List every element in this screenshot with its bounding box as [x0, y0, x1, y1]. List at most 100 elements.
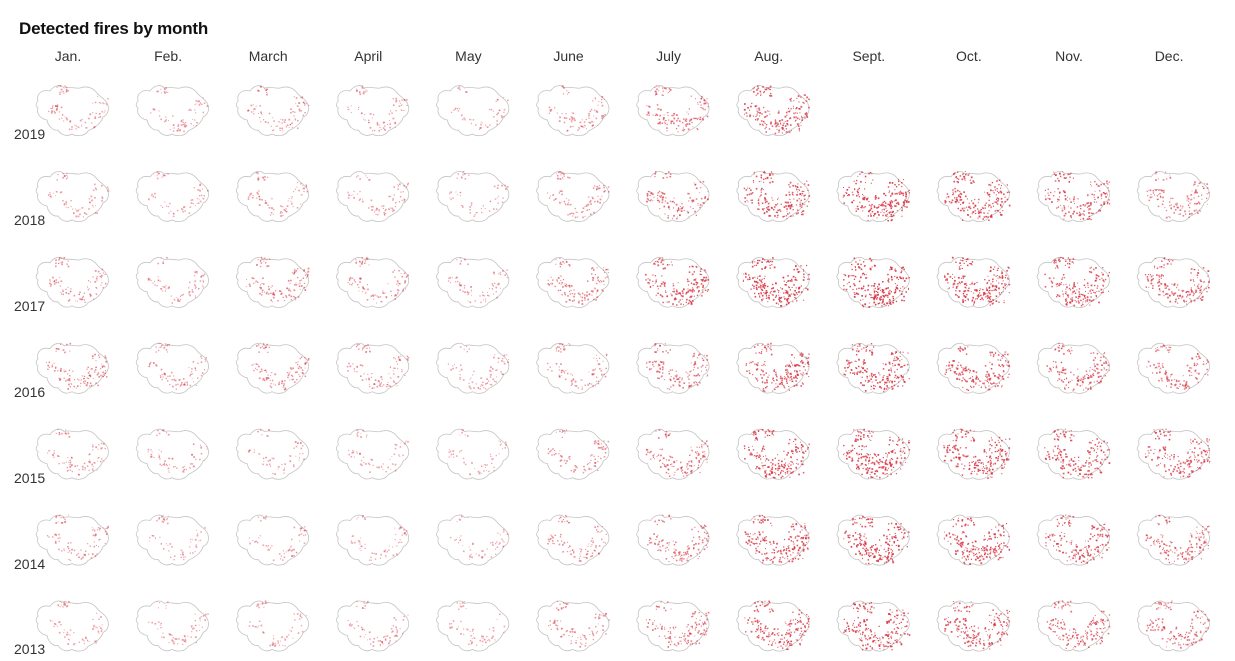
- fire-map-cell: [936, 514, 1010, 566]
- fire-dots: [645, 601, 710, 648]
- fire-dots: [944, 170, 1011, 221]
- fire-map-cell: [1136, 171, 1210, 222]
- fire-map-cell: [436, 428, 510, 480]
- fire-dots: [744, 600, 810, 651]
- month-label: June: [553, 48, 584, 64]
- fire-dots: [1146, 171, 1210, 219]
- region-outline: [436, 85, 510, 137]
- region-outline: [1136, 514, 1210, 566]
- fire-map-cell: [936, 342, 1011, 394]
- fire-map-cell: [235, 342, 310, 394]
- fire-dots: [944, 256, 1011, 306]
- fire-map-cell: [336, 600, 410, 652]
- fire-dots: [745, 342, 810, 392]
- fire-dots: [843, 257, 910, 308]
- year-label: 2016: [14, 383, 46, 400]
- region-outline: [135, 85, 209, 137]
- fire-dots: [450, 86, 509, 130]
- fire-dots: [449, 171, 509, 218]
- region-outline: [1036, 342, 1110, 394]
- fire-map-cell: [35, 600, 109, 652]
- fire-map-cell: [636, 342, 710, 394]
- fire-dots: [944, 601, 1011, 650]
- fire-map-cell: [135, 256, 209, 308]
- region-outline: [936, 257, 1010, 308]
- region-outline: [135, 428, 209, 480]
- fire-map-cell: [636, 600, 710, 652]
- fire-map-cell: [736, 170, 811, 222]
- fire-map-cell: [836, 342, 910, 394]
- region-outline: [736, 514, 810, 566]
- fire-map-cell: [35, 85, 109, 137]
- fire-dots: [245, 256, 310, 303]
- fire-dots: [547, 514, 607, 562]
- fire-map-cell: [235, 256, 310, 308]
- region-outline: [836, 342, 910, 394]
- region-outline: [135, 600, 209, 652]
- region-outline: [536, 257, 610, 308]
- region-outline: [436, 514, 510, 566]
- region-outline: [35, 428, 109, 480]
- fire-dots: [148, 171, 209, 218]
- fire-map-cell: [1136, 342, 1210, 394]
- year-label: 2018: [14, 211, 46, 228]
- region-outline: [35, 85, 109, 137]
- fire-map-cell: [736, 428, 810, 480]
- region-outline: [1036, 428, 1110, 480]
- fire-dots: [247, 429, 305, 476]
- fire-map-cell: [936, 256, 1011, 308]
- fire-dots: [45, 342, 108, 390]
- region-outline: [936, 514, 1010, 566]
- fire-dots: [47, 428, 106, 476]
- fire-map-cell: [35, 342, 109, 394]
- region-outline: [1036, 257, 1110, 308]
- region-outline: [536, 85, 610, 137]
- fire-dots: [842, 171, 910, 222]
- region-outline: [536, 342, 610, 394]
- year-label: 2017: [14, 297, 46, 314]
- fire-dots: [147, 256, 206, 304]
- fire-map-cell: [1036, 256, 1110, 308]
- fire-map-cell: [1136, 257, 1210, 308]
- region-outline: [436, 257, 510, 308]
- fire-map-cell: [1036, 342, 1110, 394]
- fire-map-cell: [536, 428, 610, 480]
- fire-map-cell: [135, 171, 209, 222]
- fire-dots: [148, 601, 209, 646]
- fire-dots: [548, 85, 606, 132]
- chart-title: Detected fires by month: [19, 19, 209, 38]
- month-label: Nov.: [1055, 48, 1083, 64]
- fire-map-cell: [235, 428, 309, 480]
- region-outline: [336, 428, 410, 480]
- fire-dots: [743, 170, 811, 220]
- fire-dots: [744, 514, 810, 564]
- month-label: Feb.: [154, 48, 183, 64]
- fire-map-cell: [336, 171, 410, 222]
- fire-map-cell: [235, 85, 310, 137]
- fire-map-cell: [135, 85, 209, 137]
- fire-map-cell: [436, 342, 510, 394]
- fire-map-cell: [1136, 600, 1210, 652]
- fire-dots: [347, 175, 410, 216]
- fire-dots: [547, 429, 610, 474]
- month-label: Oct.: [956, 48, 982, 64]
- fire-map-cell: [736, 257, 810, 308]
- fire-dots: [1146, 600, 1210, 649]
- fire-dots: [943, 428, 1011, 479]
- fire-dots: [547, 343, 608, 390]
- fire-dots: [646, 85, 709, 133]
- month-label: April: [354, 48, 383, 64]
- month-label: Jan.: [54, 48, 82, 64]
- region-outline: [436, 428, 510, 480]
- region-outline: [536, 600, 610, 652]
- fire-dots: [645, 171, 709, 220]
- fire-dots: [347, 256, 409, 304]
- fire-map-cell: [1036, 171, 1111, 222]
- fire-dots: [743, 428, 810, 479]
- fire-map-cell: [436, 257, 510, 308]
- region-outline: [1136, 171, 1210, 222]
- region-outline: [336, 85, 410, 137]
- fire-map-cell: [836, 171, 910, 222]
- fire-map-cell: [536, 514, 610, 566]
- fire-map-cell: [736, 85, 810, 137]
